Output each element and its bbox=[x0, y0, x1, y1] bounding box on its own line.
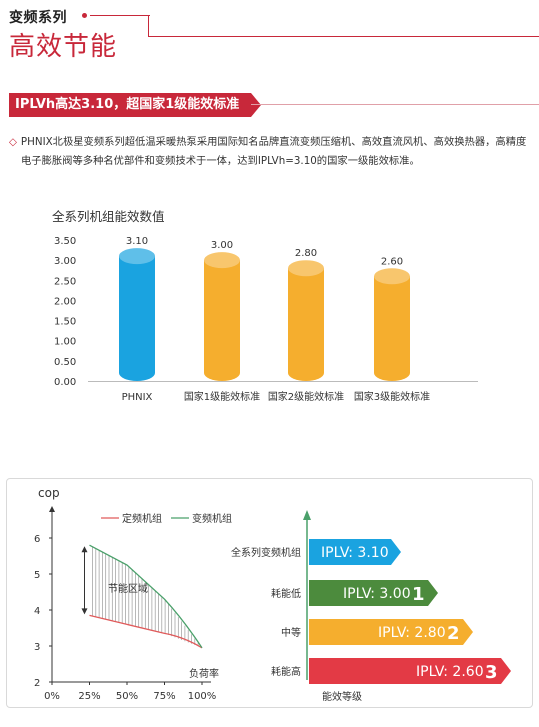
banner-arrow bbox=[251, 93, 261, 117]
bar-value-label: 3.00 bbox=[211, 240, 233, 251]
bar-top bbox=[204, 252, 240, 269]
header-divider-long bbox=[148, 36, 539, 37]
efficiency-levels: 能效等级 全系列变频机组 IPLV: 3.10 耗能低 IPLV: 3.00 1 中等 IPL… bbox=[231, 510, 511, 703]
level-label: 中等 bbox=[281, 626, 301, 639]
bar-top bbox=[374, 268, 410, 285]
comparison-panel bbox=[6, 478, 533, 708]
level-value: IPLV: 2.60 bbox=[416, 664, 484, 680]
diamond-bullet-icon: ◇ bbox=[9, 136, 17, 148]
level-value: IPLV: 2.80 bbox=[378, 625, 446, 641]
y-tick-label: 0.50 bbox=[54, 357, 76, 368]
level-arrow-bar bbox=[309, 658, 511, 684]
y-tick-label: 4 bbox=[34, 606, 40, 617]
x-tick-label: 50% bbox=[116, 691, 138, 702]
y-axis-title: cop bbox=[38, 486, 60, 500]
bar bbox=[119, 256, 155, 381]
y-tick-label: 6 bbox=[34, 534, 40, 545]
fixed-speed-line bbox=[89, 614, 203, 649]
y-tick-label: 2 bbox=[34, 678, 40, 689]
y-tick-label: 1.50 bbox=[54, 317, 76, 328]
level-rank-badge: 2 bbox=[447, 623, 460, 644]
y-tick-label: 2.50 bbox=[54, 276, 76, 287]
header-divider-vertical bbox=[148, 15, 149, 37]
x-tick-label: 100% bbox=[188, 691, 217, 702]
level-arrow-bar bbox=[309, 619, 473, 645]
levels-axis-arrow-icon bbox=[303, 510, 311, 520]
level-label: 耗能低 bbox=[271, 587, 301, 600]
level-arrow-bar bbox=[309, 580, 438, 606]
y-tick-label: 3.50 bbox=[54, 236, 76, 247]
bar-value-label: 3.10 bbox=[126, 236, 148, 247]
x-axis-title: 负荷率 bbox=[189, 667, 219, 680]
bar-value-label: 2.60 bbox=[381, 256, 403, 267]
level-label: 耗能高 bbox=[271, 665, 301, 678]
series-label: 变频系列 bbox=[9, 10, 67, 26]
y-axis-arrow-icon bbox=[49, 506, 55, 512]
bar-chart: 3.50 3.00 2.50 2.00 1.50 1.00 0.50 0.00 3.10 PHNI… bbox=[54, 236, 478, 403]
legend-label-fixed: 定频机组 bbox=[122, 512, 162, 525]
y-tick-label: 1.00 bbox=[54, 337, 76, 348]
level-label: 全系列变频机组 bbox=[231, 546, 301, 559]
y-tick-label: 3 bbox=[34, 642, 40, 653]
y-tick-label: 2.00 bbox=[54, 296, 76, 307]
savings-area-label: 节能区域 bbox=[108, 582, 148, 595]
x-category-label: PHNIX bbox=[122, 392, 153, 403]
description: ◇ PHNIX北极星变频系列超低温采暖热泵采用国际知名品牌直流变频压缩机、高效直流… bbox=[9, 133, 531, 171]
x-category-label: 国家1级能效标准 bbox=[184, 390, 260, 403]
bar-top bbox=[119, 248, 155, 265]
header-dot bbox=[82, 13, 87, 18]
level-arrow-bar bbox=[309, 539, 401, 565]
y-tick-label: 5 bbox=[34, 570, 40, 581]
banner-rule bbox=[251, 104, 539, 105]
y-tick-label: 0.00 bbox=[54, 377, 76, 388]
bracket-up-arrow-icon bbox=[81, 546, 88, 553]
bar bbox=[204, 260, 240, 381]
header-divider bbox=[90, 15, 150, 16]
legend-label-inverter: 变频机组 bbox=[192, 512, 232, 525]
bracket-down-arrow-icon bbox=[81, 608, 88, 615]
bar-value-label: 2.80 bbox=[295, 248, 317, 259]
level-rank-badge: 3 bbox=[485, 662, 498, 683]
inverter-line bbox=[89, 544, 203, 649]
y-tick-label: 3.00 bbox=[54, 256, 76, 267]
cop-line-chart: cop 负荷率 2 3 4 5 6 0% 25% 50% 75% 100% 节能区域 定频机组 变频机组 bbox=[34, 486, 232, 702]
x-category-label: 国家2级能效标准 bbox=[268, 390, 344, 403]
highlight-banner: IPLVh高达3.10，超国家1级能效标准 bbox=[9, 93, 251, 117]
bar-top bbox=[288, 260, 324, 277]
x-tick-label: 0% bbox=[44, 691, 60, 702]
bar bbox=[374, 276, 410, 381]
description-line-1: PHNIX北极星变频系列超低温采暖热泵采用国际知名品牌直流变频压缩机、高效直流风… bbox=[20, 136, 527, 148]
bar-chart-title: 全系列机组能效数值 bbox=[52, 209, 165, 224]
x-category-label: 国家3级能效标准 bbox=[354, 390, 430, 403]
levels-axis-label: 能效等级 bbox=[322, 690, 362, 703]
description-line-2: 电子膨胀阀等多种名优部件和变频技术于一体，达到IPLVh=3.10的国家一级能效… bbox=[21, 155, 420, 167]
x-tick-label: 25% bbox=[78, 691, 100, 702]
bar bbox=[288, 268, 324, 381]
x-tick-label: 75% bbox=[153, 691, 175, 702]
level-value: IPLV: 3.00 bbox=[343, 586, 411, 602]
page-title: 高效节能 bbox=[9, 32, 118, 62]
level-value: IPLV: 3.10 bbox=[321, 545, 389, 561]
level-rank-badge: 1 bbox=[412, 584, 425, 605]
